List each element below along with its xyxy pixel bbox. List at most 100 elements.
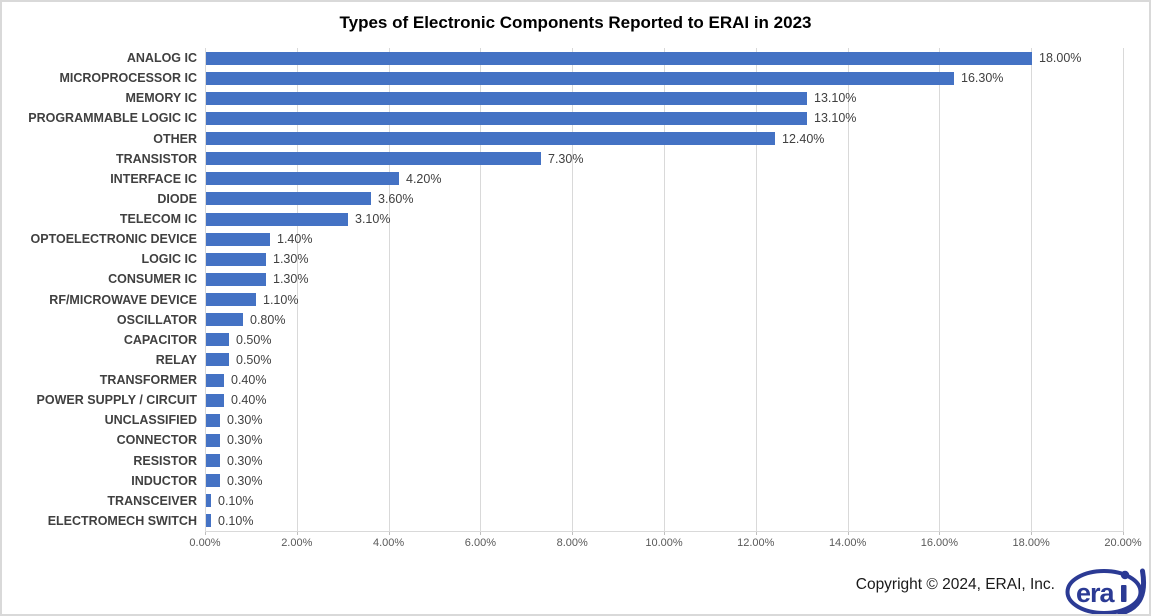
bar (206, 393, 224, 407)
category-label: RF/MICROWAVE DEVICE (49, 292, 197, 307)
erai-logo-text: era (1076, 578, 1116, 608)
category-label: CAPACITOR (123, 332, 197, 347)
gridline (572, 48, 574, 531)
value-label: 0.30% (227, 453, 263, 468)
x-axis-line (205, 531, 1124, 532)
axis-tick (205, 531, 206, 535)
bar (206, 91, 807, 105)
bar (206, 454, 220, 468)
category-label: OTHER (153, 131, 197, 146)
bar (206, 514, 211, 528)
value-label: 13.10% (814, 111, 857, 126)
bar (206, 272, 266, 286)
bar (206, 474, 220, 488)
bar (206, 252, 266, 266)
bar (206, 172, 399, 186)
category-label: OSCILLATOR (116, 312, 197, 327)
category-label: LOGIC IC (141, 252, 197, 267)
value-label: 1.40% (277, 232, 313, 247)
bar (206, 373, 224, 387)
axis-tick (847, 531, 849, 535)
bar (206, 353, 229, 367)
value-label: 0.30% (227, 473, 263, 488)
category-label: RELAY (155, 352, 197, 367)
gridline (205, 48, 206, 531)
bar (206, 152, 541, 166)
value-label: 1.30% (273, 272, 309, 287)
gridline (480, 48, 482, 531)
x-axis-label: 2.00% (281, 537, 313, 549)
bar (206, 333, 229, 347)
category-label: ELECTROMECH SWITCH (47, 513, 197, 528)
value-label: 0.50% (236, 332, 272, 347)
value-label: 13.10% (814, 91, 857, 106)
x-axis-label: 16.00% (920, 537, 959, 549)
category-label: ANALOG IC (126, 51, 197, 66)
gridline (847, 48, 849, 531)
category-label: TRANSFORMER (99, 373, 197, 388)
erai-logo: era (1065, 568, 1147, 614)
bar (206, 293, 256, 307)
gridline (939, 48, 941, 531)
bar (206, 433, 220, 447)
gridline (1031, 48, 1033, 531)
category-label: CONNECTOR (116, 433, 197, 448)
bar (206, 313, 243, 327)
value-label: 0.10% (218, 513, 254, 528)
value-label: 0.10% (218, 493, 254, 508)
erai-logo-i-dot (1120, 570, 1130, 580)
value-label: 3.60% (378, 191, 414, 206)
category-label: RESISTOR (133, 453, 197, 468)
x-axis-label: 4.00% (372, 537, 405, 549)
category-label: PROGRAMMABLE LOGIC IC (28, 111, 197, 126)
gridline (664, 48, 665, 531)
bar (206, 192, 371, 206)
erai-logo-i-stem (1121, 585, 1127, 602)
value-label: 0.40% (231, 393, 267, 408)
category-label: DIODE (157, 191, 197, 206)
value-label: 0.30% (227, 413, 263, 428)
category-label: MEMORY IC (125, 91, 197, 106)
value-label: 4.20% (406, 171, 442, 186)
axis-tick (755, 531, 757, 535)
axis-tick (664, 531, 665, 535)
axis-tick (572, 531, 574, 535)
gridline (755, 48, 757, 531)
x-axis-label: 18.00% (1012, 537, 1050, 549)
x-axis-label: 20.00% (1104, 537, 1142, 549)
gridline (388, 48, 390, 531)
category-label: INDUCTOR (131, 473, 197, 488)
value-label: 18.00% (1039, 51, 1082, 66)
category-label: TELECOM IC (119, 212, 197, 227)
category-label: MICROPROCESSOR IC (59, 71, 197, 86)
x-axis-label: 6.00% (464, 537, 496, 549)
value-label: 1.10% (263, 292, 299, 307)
category-label: UNCLASSIFIED (104, 413, 197, 428)
bar (206, 413, 220, 427)
value-label: 0.80% (250, 312, 286, 327)
bar (206, 232, 270, 246)
axis-tick (388, 531, 390, 535)
axis-tick (939, 531, 941, 535)
bar (206, 51, 1032, 65)
value-label: 0.30% (227, 433, 263, 448)
axis-tick (480, 531, 482, 535)
value-label: 12.40% (782, 131, 825, 146)
bar (206, 212, 348, 226)
category-label: TRANSISTOR (115, 151, 197, 166)
category-label: CONSUMER IC (108, 272, 197, 287)
axis-tick (1123, 531, 1124, 535)
chart-title: Types of Electronic Components Reported … (339, 13, 812, 32)
value-label: 0.50% (236, 352, 272, 367)
x-axis-label: 8.00% (556, 537, 588, 549)
axis-tick (296, 531, 298, 535)
x-axis-label: 12.00% (737, 537, 775, 549)
x-axis-label: 14.00% (828, 537, 867, 549)
category-label: INTERFACE IC (110, 171, 197, 186)
x-axis-label: 0.00% (189, 537, 221, 549)
bar (206, 71, 954, 85)
value-label: 1.30% (273, 252, 309, 267)
value-label: 7.30% (548, 151, 584, 166)
copyright-text: Copyright © 2024, ERAI, Inc. (855, 576, 1055, 593)
